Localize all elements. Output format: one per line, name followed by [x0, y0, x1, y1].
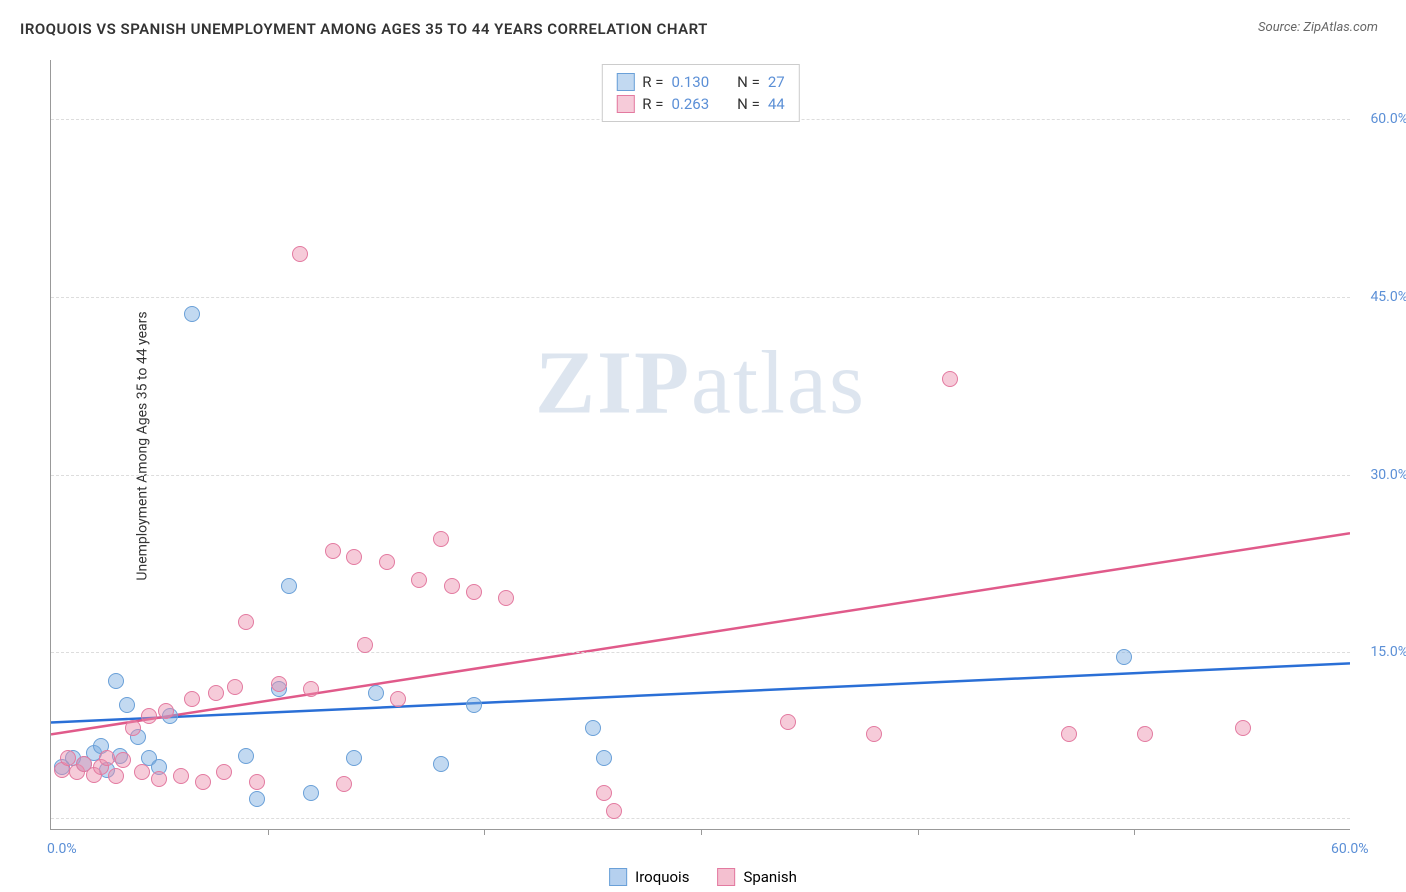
trend-line: [51, 533, 1350, 734]
scatter-point: [208, 685, 224, 701]
x-minor-tick: [918, 829, 919, 835]
scatter-point: [249, 774, 265, 790]
scatter-point: [173, 768, 189, 784]
scatter-point: [780, 714, 796, 730]
scatter-point: [238, 748, 254, 764]
scatter-point: [942, 371, 958, 387]
scatter-point: [379, 554, 395, 570]
scatter-point: [1235, 720, 1251, 736]
legend-item: Iroquois: [609, 868, 689, 886]
scatter-point: [249, 791, 265, 807]
legend-swatch: [616, 73, 634, 91]
legend-label: Iroquois: [635, 868, 689, 886]
legend-n-label: N =: [737, 95, 760, 113]
legend-r-label: R =: [642, 95, 663, 113]
watermark-bold: ZIP: [535, 333, 691, 432]
y-tick-label: 60.0%: [1370, 111, 1406, 127]
y-tick-label: 15.0%: [1370, 644, 1406, 660]
trend-lines-svg: [51, 60, 1350, 829]
scatter-point: [1116, 649, 1132, 665]
grid-line-h: [51, 475, 1350, 476]
scatter-point: [184, 306, 200, 322]
scatter-point: [585, 720, 601, 736]
scatter-point: [292, 246, 308, 262]
scatter-point: [346, 549, 362, 565]
legend-r-value: 0.130: [671, 73, 709, 91]
scatter-point: [498, 590, 514, 606]
x-tick-label: 0.0%: [47, 841, 77, 857]
legend-label: Spanish: [743, 868, 796, 886]
scatter-point: [466, 584, 482, 600]
legend-r-value: 0.263: [671, 95, 709, 113]
scatter-point: [596, 750, 612, 766]
legend-swatch: [616, 95, 634, 113]
scatter-point: [357, 637, 373, 653]
scatter-point: [134, 764, 150, 780]
scatter-point: [184, 691, 200, 707]
scatter-point: [606, 803, 622, 819]
scatter-point: [115, 752, 131, 768]
legend-r-label: R =: [642, 73, 663, 91]
correlation-legend: R = 0.130 N = 27 R = 0.263 N = 44: [601, 64, 799, 122]
scatter-point: [125, 720, 141, 736]
legend-swatch: [717, 868, 735, 886]
x-minor-tick: [701, 829, 702, 835]
legend-n-value: 27: [768, 73, 785, 91]
scatter-point: [411, 572, 427, 588]
scatter-point: [433, 756, 449, 772]
scatter-point: [596, 785, 612, 801]
watermark-light: atlas: [691, 333, 866, 432]
x-tick-label: 60.0%: [1331, 841, 1369, 857]
legend-swatch: [609, 868, 627, 886]
scatter-point: [303, 785, 319, 801]
legend-n-value: 44: [768, 95, 785, 113]
scatter-point: [281, 578, 297, 594]
legend-item: Spanish: [717, 868, 796, 886]
series-legend: Iroquois Spanish: [609, 868, 797, 886]
scatter-point: [390, 691, 406, 707]
scatter-point: [336, 776, 352, 792]
legend-n-label: N =: [737, 73, 760, 91]
scatter-point: [368, 685, 384, 701]
scatter-point: [227, 679, 243, 695]
scatter-point: [141, 708, 157, 724]
x-minor-tick: [484, 829, 485, 835]
scatter-point: [158, 703, 174, 719]
grid-line-h: [51, 297, 1350, 298]
scatter-point: [195, 774, 211, 790]
scatter-point: [238, 614, 254, 630]
scatter-point: [346, 750, 362, 766]
x-minor-tick: [268, 829, 269, 835]
scatter-point: [216, 764, 232, 780]
scatter-point: [119, 697, 135, 713]
plot-area: ZIPatlas R =0.130N =27R =0.263N =44 15.0…: [50, 60, 1350, 830]
legend-row: R = 0.263 N = 44: [616, 93, 784, 115]
watermark: ZIPatlas: [535, 331, 866, 434]
scatter-point: [99, 750, 115, 766]
scatter-point: [1137, 726, 1153, 742]
chart-title: IROQUOIS VS SPANISH UNEMPLOYMENT AMONG A…: [20, 20, 708, 38]
source-attribution: Source: ZipAtlas.com: [1258, 20, 1378, 35]
y-tick-label: 30.0%: [1370, 467, 1406, 483]
legend-row: R = 0.130 N = 27: [616, 71, 784, 93]
scatter-point: [151, 771, 167, 787]
scatter-point: [271, 676, 287, 692]
y-tick-label: 45.0%: [1370, 289, 1406, 305]
scatter-point: [866, 726, 882, 742]
grid-line-h: [51, 818, 1350, 819]
scatter-point: [444, 578, 460, 594]
scatter-point: [1061, 726, 1077, 742]
grid-line-h: [51, 652, 1350, 653]
trend-line: [51, 663, 1350, 722]
scatter-point: [325, 543, 341, 559]
x-minor-tick: [1134, 829, 1135, 835]
scatter-point: [433, 531, 449, 547]
scatter-point: [108, 673, 124, 689]
scatter-point: [108, 768, 124, 784]
scatter-point: [466, 697, 482, 713]
scatter-point: [303, 681, 319, 697]
